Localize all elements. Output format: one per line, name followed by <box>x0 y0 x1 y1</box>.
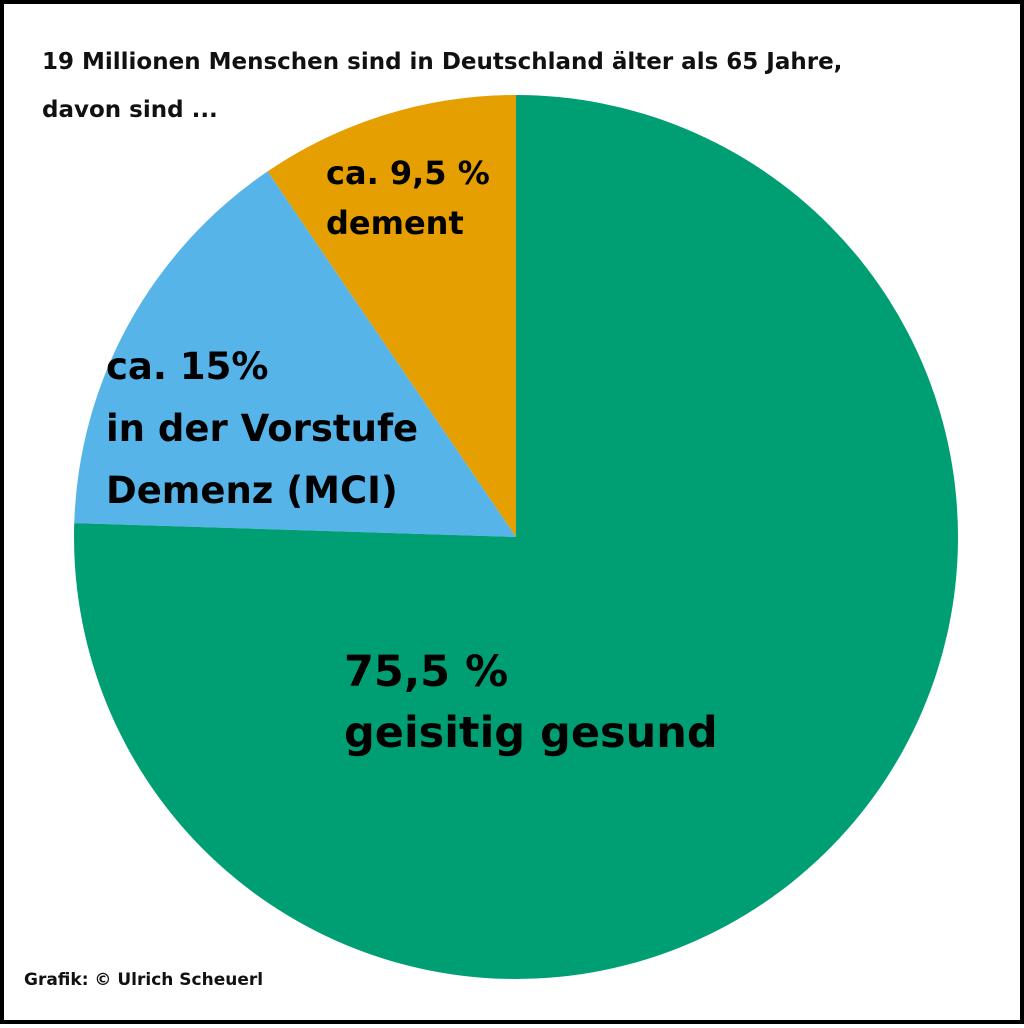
slice-label-3-line-1: 75,5 % <box>344 647 508 697</box>
slice-label-2-line-2: in der Vorstufe <box>106 407 418 450</box>
pie-slice-2 <box>74 171 516 537</box>
slice-label-1-line-1: ca. 9,5 % <box>326 154 490 192</box>
pie-slices <box>74 95 959 980</box>
credit-text: Grafik: © Ulrich Scheuerl <box>24 970 264 990</box>
pie-chart: ca. 9,5 % dement ca. 15% in der Vorstufe Dem… <box>74 95 959 980</box>
slice-label-2-line-3: Demenz (MCI) <box>106 469 398 512</box>
chart-title-line-1: 19 Millionen Menschen sind in Deutschlan… <box>42 49 843 75</box>
pie-slice-1 <box>267 95 516 537</box>
slice-label-2-line-1: ca. 15% <box>106 345 268 388</box>
slice-label-1-line-2: dement <box>326 204 464 242</box>
chart-title-line-2: davon sind ... <box>42 97 218 123</box>
pie-slice-3 <box>74 95 959 980</box>
slice-label-3-line-2: geisitig gesund <box>344 708 718 758</box>
slice-labels: ca. 9,5 % dement ca. 15% in der Vorstufe Dem… <box>106 154 718 758</box>
